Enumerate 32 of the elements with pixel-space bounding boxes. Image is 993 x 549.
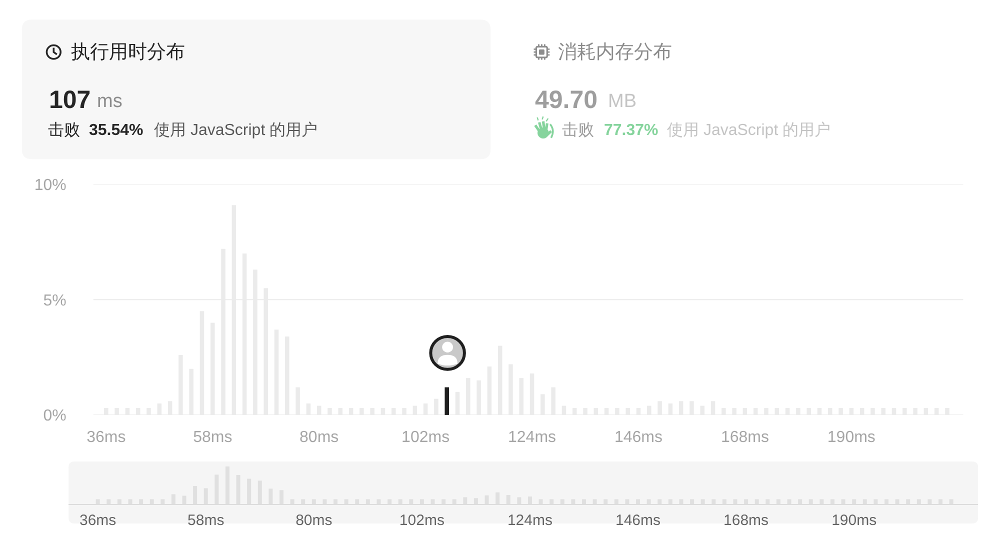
x-tick-label: 36ms: [80, 512, 116, 530]
x-tick-label: 168ms: [724, 512, 769, 530]
x-tick-label: 168ms: [720, 428, 769, 446]
text: 执行用时分布: [71, 42, 185, 63]
x-tick-label: 124ms: [507, 512, 552, 530]
x-tick-label: 58ms: [193, 428, 232, 446]
x-tick-label: 190ms: [827, 428, 876, 446]
y-tick-label: 10%: [34, 176, 66, 194]
text: 击败: [48, 121, 80, 139]
text: ms: [97, 91, 122, 112]
text: 使用 JavaScript 的用户: [154, 121, 318, 139]
x-tick-label: 124ms: [508, 428, 556, 446]
text: 49.70: [535, 86, 598, 114]
text: 消耗内存分布: [558, 42, 672, 63]
text: 77.37%: [604, 122, 658, 139]
text: MB: [608, 91, 636, 112]
x-tick-label: 102ms: [399, 512, 444, 530]
text: 35.54%: [89, 122, 144, 139]
y-tick-label: 0%: [43, 408, 66, 425]
x-tick-label: 102ms: [402, 428, 450, 446]
x-tick-label: 58ms: [188, 512, 224, 530]
x-tick-label: 146ms: [615, 512, 661, 530]
x-tick-label: 190ms: [832, 512, 877, 530]
x-tick-label: 80ms: [300, 428, 339, 446]
text: 使用 JavaScript 的用户: [667, 121, 831, 139]
text: 107: [49, 86, 91, 114]
text: 击败: [562, 121, 594, 139]
x-tick-label: 80ms: [296, 512, 332, 530]
x-tick-label: 146ms: [614, 428, 662, 446]
bar: [444, 387, 449, 415]
x-tick-label: 36ms: [86, 428, 126, 446]
y-tick-label: 5%: [43, 292, 66, 310]
